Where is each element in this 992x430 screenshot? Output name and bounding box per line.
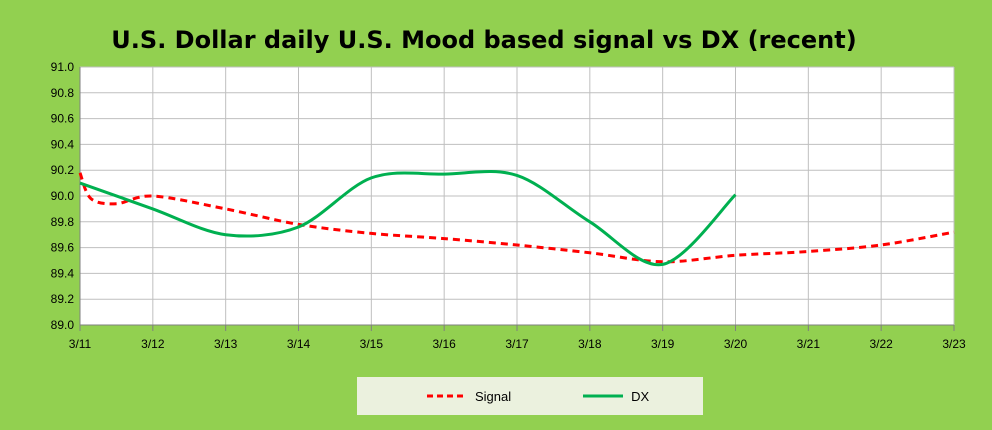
legend-label-dx: DX <box>631 388 650 404</box>
chart-title: U.S. Dollar daily U.S. Mood based signal… <box>111 26 857 54</box>
y-tick-label: 89.0 <box>51 318 75 332</box>
legend-label-signal: Signal <box>475 388 512 404</box>
legend-item-dx: DX <box>581 389 649 404</box>
y-tick-label: 90.2 <box>51 163 75 177</box>
tick-labels: 89.0 89.2 89.4 89.6 89.8 90.0 90.2 90.4 90.6 90.8… <box>51 60 966 351</box>
x-tick-label: 3/18 <box>578 337 602 351</box>
legend-item-signal: Signal <box>425 389 511 404</box>
legend-swatch-dx <box>583 394 624 398</box>
x-tick-label: 3/16 <box>432 337 456 351</box>
y-tick-label: 90.4 <box>51 137 75 151</box>
legend-swatch-signal <box>427 394 467 398</box>
x-tick-label: 3/11 <box>69 337 92 351</box>
y-tick-label: 89.2 <box>51 292 75 306</box>
y-tick-label: 89.6 <box>51 241 75 255</box>
y-tick-label: 91.0 <box>51 60 75 74</box>
series-lines <box>78 170 955 267</box>
x-tick-label: 3/15 <box>360 337 384 351</box>
x-tick-label: 3/23 <box>942 337 966 351</box>
legend: Signal DX <box>357 377 703 415</box>
y-tick-label: 90.0 <box>51 189 75 203</box>
y-tick-label: 90.6 <box>51 112 75 126</box>
x-tick-label: 3/12 <box>141 337 165 351</box>
grid-lines <box>79 66 955 326</box>
series-line-signal <box>78 172 955 264</box>
x-tick-label: 3/14 <box>287 337 311 351</box>
x-tick-label: 3/21 <box>797 337 821 351</box>
y-tick-label: 90.8 <box>51 86 75 100</box>
series-line-dx <box>79 170 737 267</box>
y-tick-label: 89.8 <box>51 215 75 229</box>
x-tick-label: 3/19 <box>651 337 675 351</box>
axes <box>79 67 955 331</box>
x-tick-label: 3/13 <box>214 337 238 351</box>
y-tick-label: 89.4 <box>51 266 75 280</box>
x-tick-label: 3/22 <box>869 337 893 351</box>
x-tick-label: 3/17 <box>505 337 529 351</box>
x-tick-label: 3/20 <box>724 337 748 351</box>
